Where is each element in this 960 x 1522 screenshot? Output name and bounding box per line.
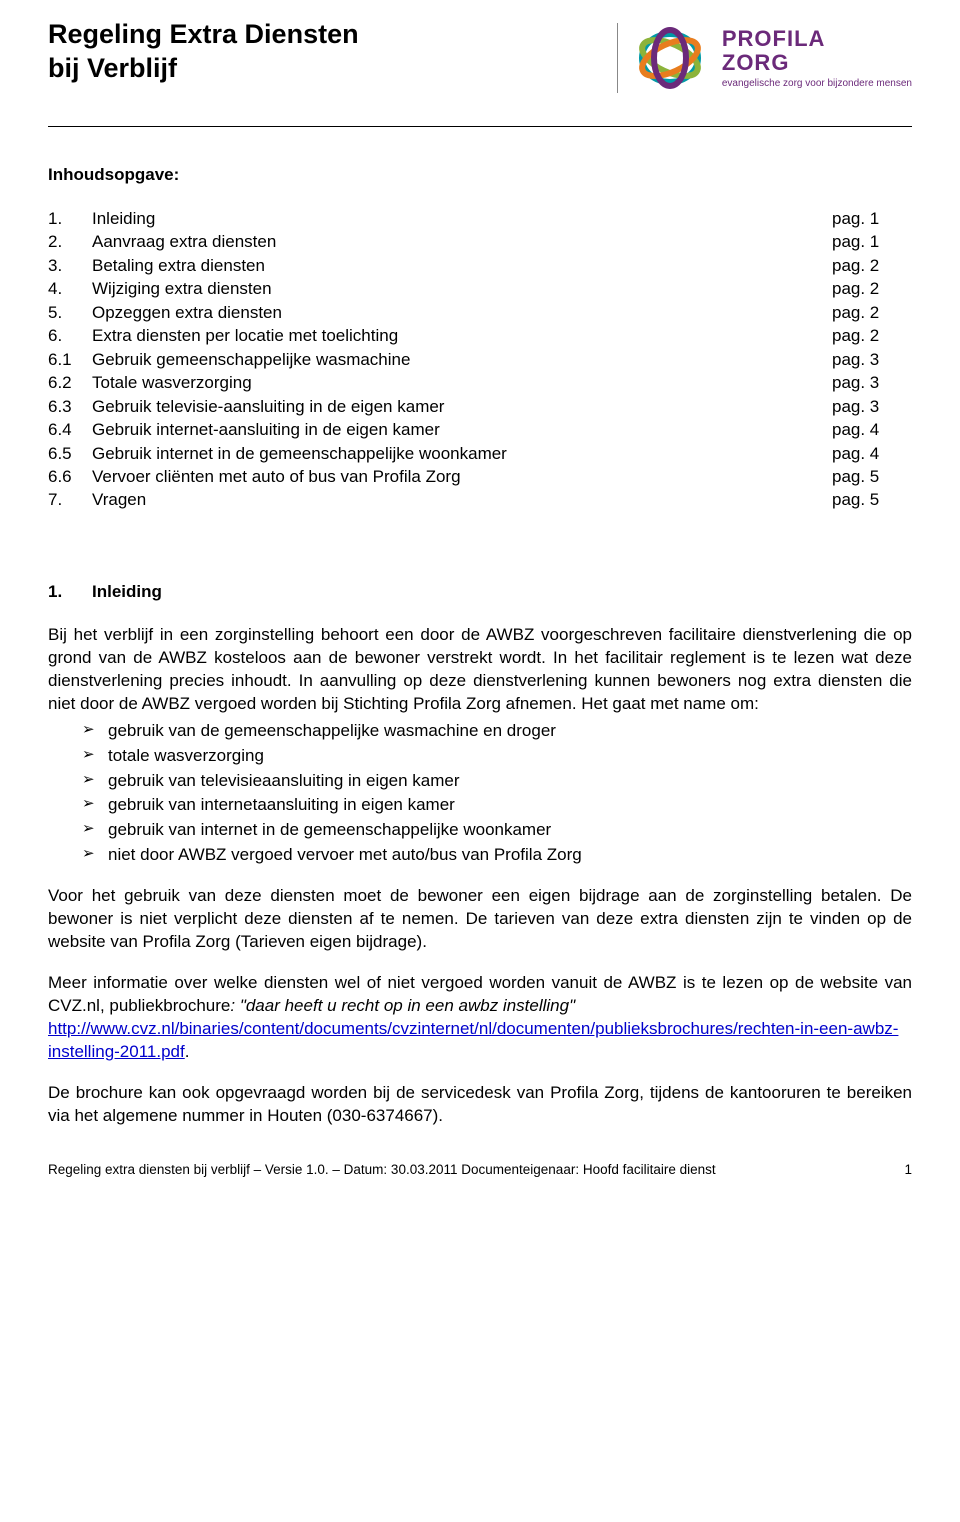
toc-label: Wijziging extra diensten [92,277,832,300]
toc-num: 6.6 [48,465,92,488]
toc-label: Inleiding [92,207,832,230]
bullet-list: ➢gebruik van de gemeenschappelijke wasma… [82,720,912,868]
page-footer: Regeling extra diensten bij verblijf – V… [48,1162,912,1177]
toc-page: pag. 4 [832,418,912,441]
toc-row: 2.Aanvraag extra dienstenpag. 1 [48,230,912,253]
toc-label: Totale wasverzorging [92,371,832,394]
list-item: ➢niet door AWBZ vergoed vervoer met auto… [82,844,912,867]
toc-row: 3.Betaling extra dienstenpag. 2 [48,254,912,277]
toc-num: 6.2 [48,371,92,394]
doc-title-line2: bij Verblijf [48,52,617,86]
toc-row: 6.1Gebruik gemeenschappelijke wasmachine… [48,348,912,371]
toc-page: pag. 3 [832,395,912,418]
toc-row: 6.6Vervoer cliënten met auto of bus van … [48,465,912,488]
list-item-label: gebruik van de gemeenschappelijke wasmac… [108,720,556,743]
toc-row: 6.4Gebruik internet-aansluiting in de ei… [48,418,912,441]
para-bijdrage: Voor het gebruik van deze diensten moet … [48,885,912,954]
footer-page: 1 [904,1162,912,1177]
toc-page: pag. 2 [832,324,912,347]
toc-page: pag. 1 [832,230,912,253]
toc-row: 6.5Gebruik internet in de gemeenschappel… [48,442,912,465]
logo-block: PROFILA ZORG evangelische zorg voor bijz… [617,18,912,98]
para-cvz-quote: : "daar heeft u recht op in een awbz ins… [230,996,575,1015]
para-brochure: De brochure kan ook opgevraagd worden bi… [48,1082,912,1128]
toc-label: Vervoer cliënten met auto of bus van Pro… [92,465,832,488]
toc-label: Opzeggen extra diensten [92,301,832,324]
toc-label: Aanvraag extra diensten [92,230,832,253]
toc-num: 5. [48,301,92,324]
para-intro: Bij het verblijf in een zorginstelling b… [48,624,912,716]
cvz-link[interactable]: http://www.cvz.nl/binaries/content/docum… [48,1019,898,1061]
section-1-body: Bij het verblijf in een zorginstelling b… [48,624,912,1128]
toc-label: Gebruik internet in de gemeenschappelijk… [92,442,832,465]
bullet-icon: ➢ [82,844,108,864]
toc-page: pag. 5 [832,488,912,511]
toc-num: 6.5 [48,442,92,465]
toc: 1.Inleidingpag. 12.Aanvraag extra dienst… [48,207,912,512]
logo-name-1: PROFILA [722,27,912,50]
doc-title-line1: Regeling Extra Diensten [48,18,617,52]
section-1-heading: 1. Inleiding [48,582,912,602]
toc-label: Extra diensten per locatie met toelichti… [92,324,832,347]
section-1-title: Inleiding [92,582,162,602]
toc-num: 2. [48,230,92,253]
toc-num: 6. [48,324,92,347]
toc-row: 7.Vragenpag. 5 [48,488,912,511]
list-item-label: gebruik van internet in de gemeenschappe… [108,819,551,842]
toc-page: pag. 5 [832,465,912,488]
toc-page: pag. 2 [832,277,912,300]
toc-label: Gebruik televisie-aansluiting in de eige… [92,395,832,418]
list-item-label: totale wasverzorging [108,745,264,768]
toc-num: 4. [48,277,92,300]
footer-left: Regeling extra diensten bij verblijf – V… [48,1162,716,1177]
bullet-icon: ➢ [82,770,108,790]
toc-row: 1.Inleidingpag. 1 [48,207,912,230]
list-item: ➢gebruik van televisieaansluiting in eig… [82,770,912,793]
toc-num: 6.4 [48,418,92,441]
toc-row: 6.3Gebruik televisie-aansluiting in de e… [48,395,912,418]
list-item: ➢gebruik van internet in de gemeenschapp… [82,819,912,842]
toc-row: 6.2Totale wasverzorgingpag. 3 [48,371,912,394]
bullet-icon: ➢ [82,720,108,740]
bullet-icon: ➢ [82,745,108,765]
toc-row: 4.Wijziging extra dienstenpag. 2 [48,277,912,300]
toc-page: pag. 2 [832,301,912,324]
toc-page: pag. 4 [832,442,912,465]
toc-num: 7. [48,488,92,511]
toc-num: 1. [48,207,92,230]
toc-num: 3. [48,254,92,277]
toc-page: pag. 2 [832,254,912,277]
toc-heading: Inhoudsopgave: [48,165,912,185]
bullet-icon: ➢ [82,819,108,839]
toc-label: Gebruik internet-aansluiting in de eigen… [92,418,832,441]
toc-num: 6.1 [48,348,92,371]
list-item: ➢gebruik van internetaansluiting in eige… [82,794,912,817]
globe-icon [630,18,710,98]
header-rule [48,126,912,127]
para-cvz: Meer informatie over welke diensten wel … [48,972,912,1064]
toc-page: pag. 3 [832,348,912,371]
link-suffix: . [185,1042,190,1061]
toc-row: 5.Opzeggen extra dienstenpag. 2 [48,301,912,324]
logo-text: PROFILA ZORG evangelische zorg voor bijz… [722,27,912,88]
list-item-label: gebruik van internetaansluiting in eigen… [108,794,455,817]
list-item-label: niet door AWBZ vergoed vervoer met auto/… [108,844,582,867]
toc-num: 6.3 [48,395,92,418]
logo-separator [617,23,618,93]
list-item-label: gebruik van televisieaansluiting in eige… [108,770,460,793]
logo-tagline: evangelische zorg voor bijzondere mensen [722,78,912,89]
toc-label: Betaling extra diensten [92,254,832,277]
bullet-icon: ➢ [82,794,108,814]
title-block: Regeling Extra Diensten bij Verblijf [48,18,617,86]
toc-label: Gebruik gemeenschappelijke wasmachine [92,348,832,371]
toc-row: 6.Extra diensten per locatie met toelich… [48,324,912,347]
toc-label: Vragen [92,488,832,511]
list-item: ➢totale wasverzorging [82,745,912,768]
toc-page: pag. 3 [832,371,912,394]
toc-page: pag. 1 [832,207,912,230]
logo-name-2: ZORG [722,51,912,74]
section-1-num: 1. [48,582,92,602]
list-item: ➢gebruik van de gemeenschappelijke wasma… [82,720,912,743]
document-header: Regeling Extra Diensten bij Verblijf PRO… [48,18,912,98]
